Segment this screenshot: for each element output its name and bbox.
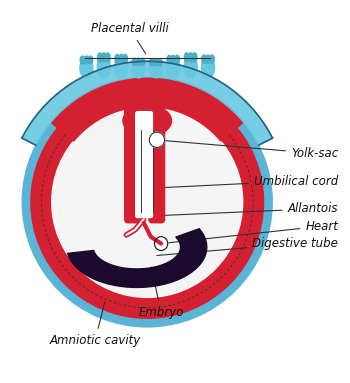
Ellipse shape — [136, 58, 141, 65]
Ellipse shape — [206, 55, 210, 63]
Text: Embryo: Embryo — [138, 267, 184, 319]
Ellipse shape — [149, 61, 162, 78]
Ellipse shape — [80, 56, 85, 64]
FancyBboxPatch shape — [136, 111, 153, 218]
Ellipse shape — [167, 57, 180, 78]
Ellipse shape — [84, 56, 89, 64]
Ellipse shape — [114, 56, 128, 78]
Polygon shape — [22, 61, 273, 145]
Circle shape — [22, 77, 272, 327]
Ellipse shape — [102, 53, 106, 62]
Ellipse shape — [97, 55, 110, 78]
Ellipse shape — [202, 55, 206, 63]
Ellipse shape — [80, 58, 93, 78]
Ellipse shape — [132, 60, 145, 78]
Ellipse shape — [123, 54, 127, 63]
Ellipse shape — [188, 53, 193, 62]
Ellipse shape — [88, 56, 93, 64]
Ellipse shape — [175, 56, 180, 64]
Ellipse shape — [140, 58, 145, 65]
Circle shape — [52, 106, 243, 298]
Ellipse shape — [201, 57, 215, 78]
Circle shape — [31, 85, 264, 318]
Ellipse shape — [171, 56, 176, 64]
Text: Umbilical cord: Umbilical cord — [157, 175, 338, 188]
Ellipse shape — [154, 59, 158, 66]
Ellipse shape — [105, 53, 110, 62]
Ellipse shape — [132, 58, 137, 65]
Ellipse shape — [184, 55, 197, 78]
Text: Placental villi: Placental villi — [91, 22, 169, 54]
Text: Heart: Heart — [164, 220, 338, 243]
Text: Allantois: Allantois — [157, 202, 338, 216]
Ellipse shape — [158, 59, 162, 66]
Ellipse shape — [154, 237, 168, 250]
Text: Yolk-sac: Yolk-sac — [159, 140, 338, 160]
Text: Digestive tube: Digestive tube — [157, 237, 338, 255]
Circle shape — [149, 132, 164, 147]
Polygon shape — [68, 229, 207, 287]
Text: Amniotic cavity: Amniotic cavity — [49, 302, 141, 347]
Ellipse shape — [123, 105, 172, 136]
Polygon shape — [51, 77, 244, 141]
FancyBboxPatch shape — [149, 106, 164, 223]
Ellipse shape — [184, 53, 189, 62]
Ellipse shape — [119, 54, 124, 63]
Ellipse shape — [167, 56, 172, 64]
Ellipse shape — [115, 54, 120, 63]
Ellipse shape — [192, 53, 197, 62]
FancyBboxPatch shape — [125, 106, 140, 223]
Ellipse shape — [98, 53, 102, 62]
Ellipse shape — [210, 55, 214, 63]
Ellipse shape — [150, 59, 154, 66]
